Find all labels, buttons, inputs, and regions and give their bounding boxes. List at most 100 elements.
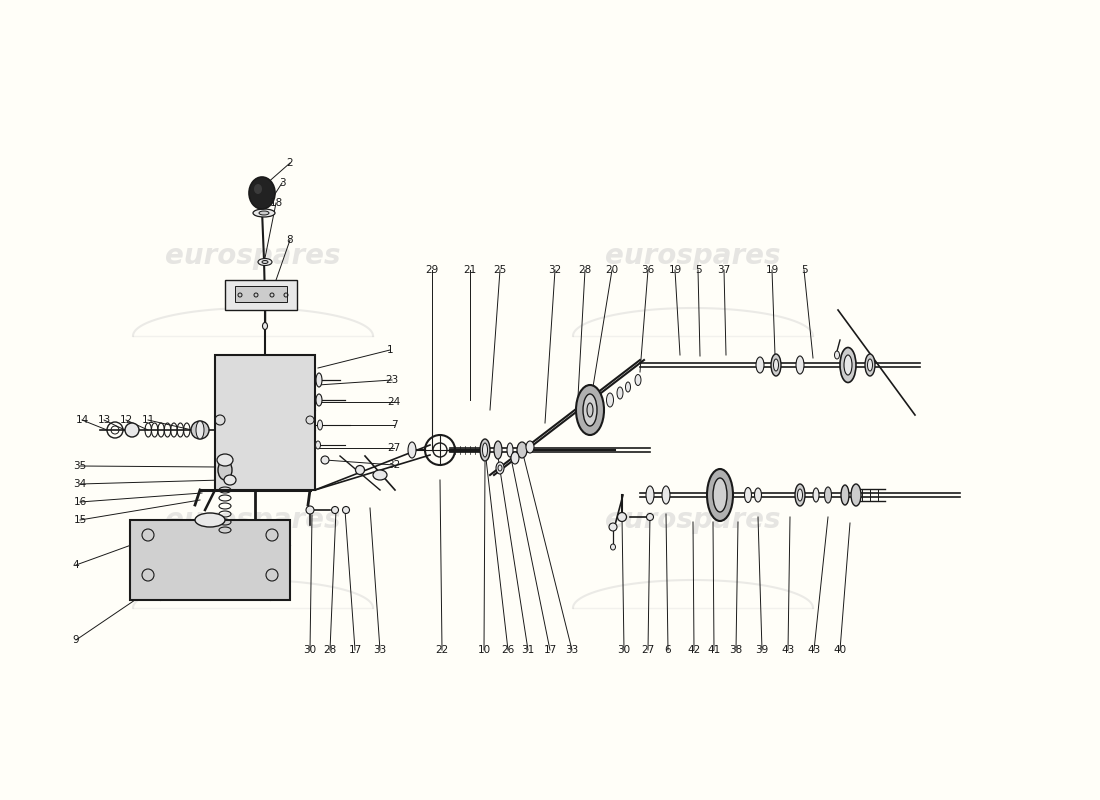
Text: 14: 14	[76, 415, 89, 425]
Text: 22: 22	[436, 645, 449, 655]
Ellipse shape	[195, 513, 226, 527]
Ellipse shape	[507, 443, 513, 457]
Text: 17: 17	[543, 645, 557, 655]
Text: eurospares: eurospares	[605, 242, 781, 270]
Ellipse shape	[125, 423, 139, 437]
Text: 25: 25	[494, 265, 507, 275]
Ellipse shape	[635, 374, 641, 386]
Ellipse shape	[526, 441, 534, 453]
Text: 28: 28	[579, 265, 592, 275]
Ellipse shape	[254, 184, 262, 194]
Ellipse shape	[795, 484, 805, 506]
Text: 18: 18	[270, 198, 283, 208]
Ellipse shape	[583, 394, 597, 426]
Ellipse shape	[262, 261, 268, 263]
Ellipse shape	[755, 488, 761, 502]
Ellipse shape	[517, 442, 527, 458]
Text: 29: 29	[426, 265, 439, 275]
Text: 27: 27	[641, 645, 654, 655]
Text: 38: 38	[729, 645, 743, 655]
Text: 43: 43	[781, 645, 794, 655]
Ellipse shape	[610, 544, 616, 550]
Text: 26: 26	[502, 645, 515, 655]
Text: 36: 36	[641, 265, 654, 275]
Text: 5: 5	[801, 265, 807, 275]
Text: 21: 21	[463, 265, 476, 275]
Ellipse shape	[798, 489, 803, 501]
Ellipse shape	[825, 487, 832, 503]
Text: 42: 42	[688, 645, 701, 655]
Ellipse shape	[306, 506, 313, 514]
Text: 34: 34	[74, 479, 87, 489]
Ellipse shape	[835, 351, 839, 359]
Ellipse shape	[796, 356, 804, 374]
Text: 33: 33	[373, 645, 386, 655]
Text: 37: 37	[717, 265, 730, 275]
Text: eurospares: eurospares	[605, 506, 781, 534]
Text: 5: 5	[695, 265, 702, 275]
Text: 7: 7	[390, 420, 397, 430]
Text: 3: 3	[278, 178, 285, 188]
Ellipse shape	[813, 488, 820, 502]
Ellipse shape	[512, 452, 519, 464]
Text: 19: 19	[669, 265, 682, 275]
Ellipse shape	[196, 421, 204, 439]
Text: 8: 8	[287, 235, 294, 245]
Text: 43: 43	[807, 645, 821, 655]
Ellipse shape	[647, 514, 653, 521]
Ellipse shape	[617, 387, 623, 399]
Ellipse shape	[745, 487, 751, 502]
Ellipse shape	[316, 373, 322, 387]
Ellipse shape	[408, 442, 416, 458]
Bar	[226, 280, 297, 310]
Bar	[214, 355, 315, 490]
Text: 2: 2	[287, 158, 294, 168]
Ellipse shape	[713, 478, 727, 512]
Ellipse shape	[258, 211, 270, 215]
Text: 39: 39	[756, 645, 769, 655]
Bar	[235, 286, 287, 302]
Ellipse shape	[249, 177, 275, 209]
Ellipse shape	[707, 469, 733, 521]
Text: 32: 32	[387, 460, 400, 470]
Ellipse shape	[483, 443, 487, 457]
Text: 27: 27	[387, 443, 400, 453]
Ellipse shape	[587, 403, 593, 417]
Text: 12: 12	[120, 415, 133, 425]
Text: 28: 28	[323, 645, 337, 655]
Text: 20: 20	[605, 265, 618, 275]
Text: 6: 6	[664, 645, 671, 655]
Ellipse shape	[331, 506, 339, 514]
Ellipse shape	[840, 347, 856, 382]
Ellipse shape	[480, 439, 490, 461]
Ellipse shape	[258, 258, 272, 266]
Ellipse shape	[316, 394, 322, 406]
Text: 32: 32	[549, 265, 562, 275]
Text: 11: 11	[142, 415, 155, 425]
Text: 33: 33	[565, 645, 579, 655]
Text: 16: 16	[74, 497, 87, 507]
Text: 1: 1	[387, 345, 394, 355]
Text: 31: 31	[521, 645, 535, 655]
Ellipse shape	[646, 486, 654, 504]
Ellipse shape	[576, 385, 604, 435]
Text: 19: 19	[766, 265, 779, 275]
Ellipse shape	[373, 470, 387, 480]
Text: eurospares: eurospares	[165, 506, 341, 534]
Ellipse shape	[851, 484, 861, 506]
Text: 35: 35	[74, 461, 87, 471]
Text: 24: 24	[387, 397, 400, 407]
Ellipse shape	[218, 460, 232, 480]
Ellipse shape	[773, 359, 779, 371]
Ellipse shape	[316, 441, 320, 449]
Ellipse shape	[617, 513, 627, 522]
Text: eurospares: eurospares	[165, 242, 341, 270]
Bar	[130, 520, 290, 600]
Text: 30: 30	[304, 645, 317, 655]
Text: 4: 4	[73, 560, 79, 570]
Ellipse shape	[496, 462, 504, 474]
Ellipse shape	[224, 475, 236, 485]
Ellipse shape	[318, 420, 322, 430]
Ellipse shape	[217, 454, 233, 466]
Ellipse shape	[191, 421, 209, 439]
